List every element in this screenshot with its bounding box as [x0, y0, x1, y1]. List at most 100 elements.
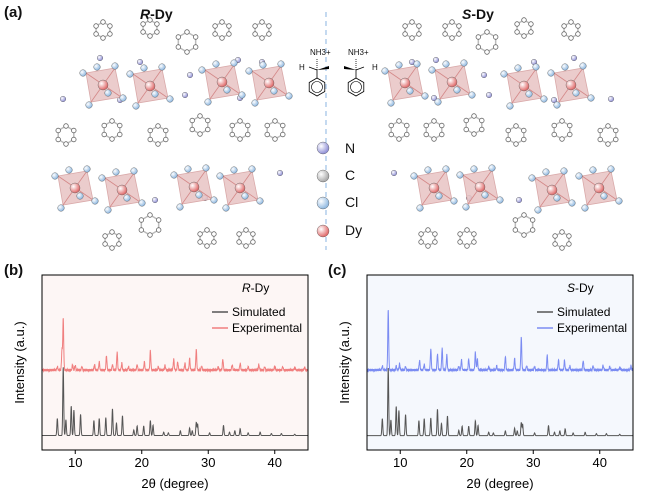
- series-simulated-line: [367, 367, 633, 437]
- x-axis-label: 2θ (degree): [141, 476, 208, 491]
- carbon-atom: [568, 35, 574, 41]
- carbon-atom: [205, 117, 211, 124]
- carbon-atom: [107, 23, 113, 29]
- cl-atom: [421, 92, 429, 100]
- series-simulated-line: [42, 367, 308, 436]
- carbon-atom: [138, 227, 145, 233]
- cl-atom: [542, 168, 550, 176]
- nitrogen-atom: [551, 96, 558, 103]
- carbon-atom: [597, 136, 603, 143]
- cl-atom: [514, 64, 522, 72]
- x-tick-label: 20: [135, 455, 149, 470]
- y-axis-label: Intensity (a.u.): [12, 321, 27, 403]
- cl-atom: [230, 59, 238, 67]
- cl-atom: [442, 165, 450, 173]
- cl-atom: [151, 90, 159, 98]
- cl-atom: [387, 99, 395, 107]
- nitrogen-atom: [571, 55, 578, 62]
- carbon-atom: [492, 34, 499, 40]
- carbon-atom: [189, 117, 195, 124]
- carbon-atom: [155, 217, 162, 223]
- carbon-atom: [154, 21, 160, 27]
- carbon-atom: [396, 118, 402, 124]
- cl-atom: [57, 204, 65, 212]
- dy-atom: [446, 76, 458, 88]
- carbon-atom: [521, 136, 527, 143]
- carbon-atom: [107, 31, 113, 37]
- carbon-atom: [456, 31, 462, 37]
- cl-atom: [119, 94, 127, 102]
- carbon-atom: [559, 229, 565, 235]
- carbon-atom: [431, 118, 437, 124]
- cl-atom: [230, 166, 238, 174]
- cl-atom: [410, 172, 418, 180]
- carbon-atom: [521, 17, 527, 23]
- cl-atom: [575, 172, 583, 180]
- carbon-atom: [264, 122, 270, 129]
- cl-atom: [256, 197, 264, 205]
- carbon-atom: [264, 131, 270, 138]
- cl-atom: [579, 62, 587, 70]
- carbon-atom: [147, 212, 153, 218]
- cl-atom: [488, 164, 496, 172]
- carbon-atom: [266, 23, 272, 29]
- carbon-atom: [140, 21, 146, 27]
- legend-ball-n: [316, 141, 330, 155]
- carbon-atom: [211, 239, 217, 245]
- carbon-atom: [521, 33, 527, 39]
- carbon-atom: [471, 239, 477, 245]
- dy-atom: [546, 184, 558, 196]
- phenyl-ring-bond: [140, 214, 160, 236]
- cl-atom: [184, 165, 192, 173]
- carbon-atom: [529, 227, 536, 233]
- carbon-atom: [575, 23, 581, 29]
- carbon-atom: [463, 117, 469, 124]
- carbon-atom: [102, 241, 108, 247]
- cl-atom: [126, 70, 134, 78]
- dy-atom: [97, 79, 109, 91]
- carbon-atom: [109, 245, 115, 251]
- cl-atom: [104, 206, 112, 214]
- carbon-atom: [236, 231, 242, 237]
- sample-annotation: S-Dy: [567, 281, 594, 295]
- carbon-atom: [147, 232, 153, 238]
- carbon-atom: [552, 241, 558, 247]
- carbon-atom: [423, 122, 429, 129]
- carbon-atom: [521, 232, 527, 238]
- cl-atom: [456, 171, 464, 179]
- carbon-atom: [425, 243, 431, 249]
- carbon-atom: [402, 23, 408, 29]
- title-suffix: -Dy: [150, 6, 173, 22]
- cl-atom: [79, 69, 87, 77]
- cl-atom: [216, 172, 224, 180]
- carbon-atom: [449, 19, 455, 25]
- carbon-atom: [71, 127, 77, 134]
- cl-atom: [112, 168, 120, 176]
- carbon-atom: [175, 44, 182, 50]
- benzene-ring: [308, 77, 326, 97]
- carbon-atom: [197, 113, 203, 119]
- cl-atom: [195, 191, 203, 199]
- nitrogen-atom: [151, 196, 158, 203]
- methyl-wedge-bond: [344, 66, 356, 70]
- carbon-atom: [205, 126, 211, 133]
- panel-b-label: (b): [4, 262, 24, 279]
- cl-atom: [204, 98, 212, 106]
- dy-atom: [216, 76, 228, 88]
- carbon-atom: [219, 35, 225, 41]
- cl-atom: [560, 167, 568, 175]
- cl-atom: [65, 166, 73, 174]
- s-cation-h-label: H: [372, 63, 378, 72]
- carbon-atom: [204, 227, 210, 233]
- carbon-atom: [484, 29, 490, 35]
- carbon-atom: [212, 31, 218, 37]
- cl-atom: [130, 167, 138, 175]
- cl-atom: [104, 89, 112, 97]
- carbon-atom: [423, 131, 429, 138]
- nitrogen-atom: [433, 57, 440, 64]
- y-axis-label: Intensity (a.u.): [337, 321, 352, 403]
- series-experimental-line: [41, 318, 309, 373]
- legend-ball-c: [316, 169, 330, 183]
- cl-atom: [589, 166, 597, 174]
- cl-atom: [406, 87, 414, 95]
